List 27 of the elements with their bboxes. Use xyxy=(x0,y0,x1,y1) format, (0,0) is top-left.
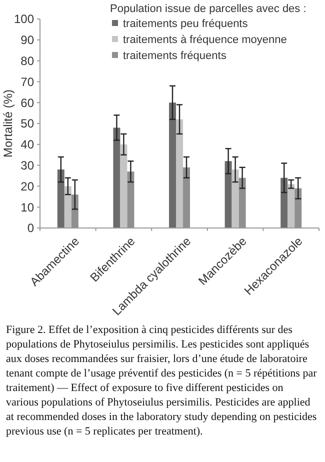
bar xyxy=(120,144,128,228)
y-tick-label: 50 xyxy=(20,116,34,131)
y-tick-label: 40 xyxy=(20,138,34,152)
legend-title: Population issue de parcelles avec des : xyxy=(110,3,306,15)
y-tick-label: 80 xyxy=(20,54,34,68)
bar xyxy=(64,186,72,228)
bar xyxy=(169,102,176,228)
bar xyxy=(280,178,288,228)
bar xyxy=(176,119,183,228)
y-tick-label: 60 xyxy=(20,96,34,110)
bar xyxy=(232,169,239,228)
legend-label: traitements à fréquence moyenne xyxy=(123,34,287,46)
bar xyxy=(224,161,232,228)
y-tick-label: 30 xyxy=(20,158,34,172)
bar xyxy=(57,169,64,228)
y-tick-label: 10 xyxy=(20,200,34,214)
y-tick-label: 20 xyxy=(20,179,34,194)
bar xyxy=(113,128,120,228)
legend-label: traitements peu fréquents xyxy=(123,18,248,30)
y-tick-label: 70 xyxy=(20,74,34,89)
caption: Figure 2. Effet de l’exposition à cinq pesticides différents sur des populations de Phytoseiulus persimilis. Les pesticides sont appliqués aux doses recommandées sur fraisier, lors d’une étude de laboratoire tenant compte de l’usage préventif des pesticides (n = 5 répétitions par traitement) — Effect of exposure to five different pesticides on various populations of Phytoseiulus persimilis. Pesticides are applied at recommended doses in the laboratory study depending on pesticides previous use (n = 5 replicates per treatment). xyxy=(6,324,318,438)
legend-label: traitements fréquents xyxy=(123,50,227,62)
bar xyxy=(288,184,295,228)
y-tick-label: 100 xyxy=(14,12,34,26)
y-tick-label: 0 xyxy=(27,221,34,236)
y-axis-title: Mortalité (%) xyxy=(1,89,15,158)
y-tick-label: 90 xyxy=(20,33,34,48)
